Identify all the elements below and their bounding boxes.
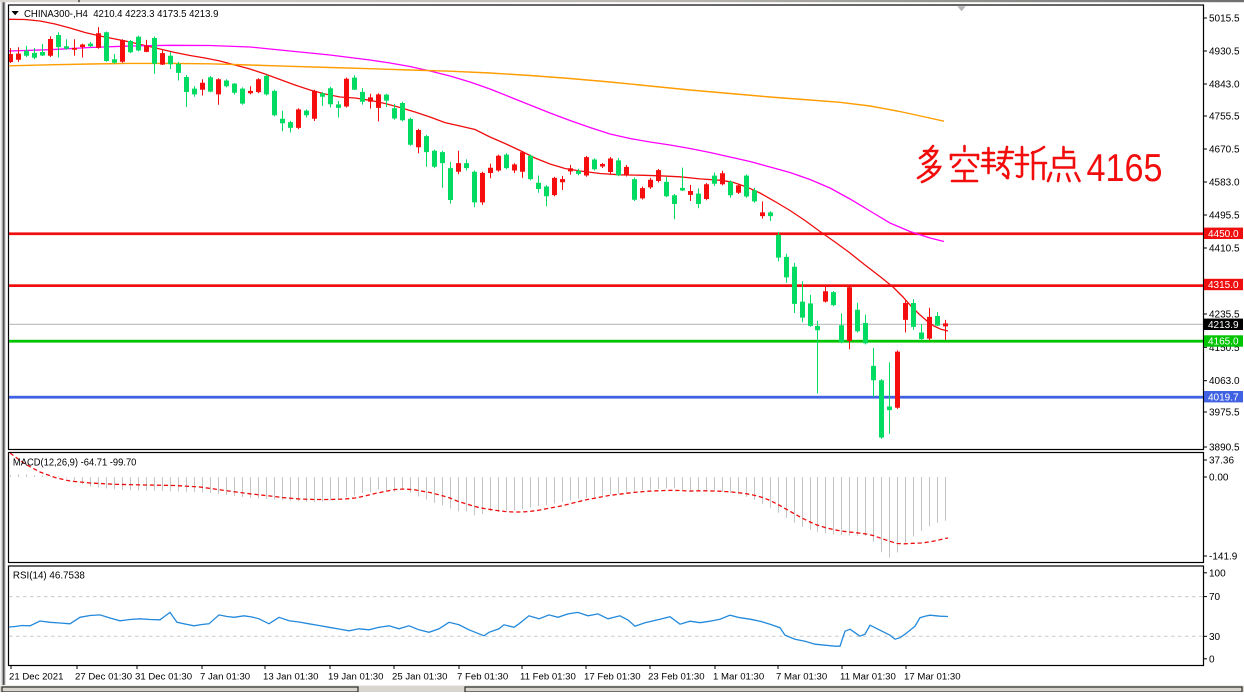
svg-text:4165: 4165 [1087, 147, 1163, 190]
svg-text:30: 30 [1209, 632, 1221, 643]
svg-text:4150.5: 4150.5 [1209, 343, 1240, 354]
svg-text:4450.0: 4450.0 [1208, 229, 1239, 240]
svg-text:4930.5: 4930.5 [1209, 47, 1240, 58]
svg-text:23 Feb 01:30: 23 Feb 01:30 [648, 672, 705, 683]
svg-text:4670.5: 4670.5 [1209, 145, 1240, 156]
svg-text:17 Mar 01:30: 17 Mar 01:30 [904, 672, 961, 683]
svg-text:4583.0: 4583.0 [1209, 178, 1240, 189]
svg-text:31 Dec 01:30: 31 Dec 01:30 [135, 672, 192, 683]
svg-text:-141.9: -141.9 [1209, 552, 1238, 563]
svg-text:100: 100 [1209, 568, 1226, 579]
svg-text:37.36: 37.36 [1209, 456, 1234, 467]
svg-text:3975.5: 3975.5 [1209, 408, 1240, 419]
svg-text:3890.5: 3890.5 [1209, 443, 1240, 454]
svg-text:5015.5: 5015.5 [1209, 14, 1240, 25]
svg-text:21 Dec 2021: 21 Dec 2021 [9, 672, 63, 683]
svg-text:0.00: 0.00 [1209, 473, 1229, 484]
svg-text:70: 70 [1209, 592, 1221, 603]
svg-text:1 Mar 01:30: 1 Mar 01:30 [713, 672, 764, 683]
svg-text:11 Mar 01:30: 11 Mar 01:30 [840, 672, 896, 683]
svg-text:MACD(12,26,9) -64.71 -99.70: MACD(12,26,9) -64.71 -99.70 [13, 458, 137, 469]
svg-text:7 Feb 01:30: 7 Feb 01:30 [457, 672, 508, 683]
svg-text:11 Feb 01:30: 11 Feb 01:30 [520, 672, 576, 683]
svg-text:0: 0 [1209, 654, 1215, 665]
svg-text:4063.0: 4063.0 [1209, 376, 1240, 387]
svg-text:25 Jan 01:30: 25 Jan 01:30 [392, 672, 447, 683]
svg-text:4495.5: 4495.5 [1209, 211, 1240, 222]
svg-text:7 Mar 01:30: 7 Mar 01:30 [776, 672, 827, 683]
svg-text:4410.5: 4410.5 [1209, 244, 1240, 255]
svg-text:4213.9: 4213.9 [1208, 320, 1239, 331]
svg-text:7 Jan 01:30: 7 Jan 01:30 [200, 672, 250, 683]
svg-text:4755.5: 4755.5 [1209, 112, 1240, 123]
svg-text:4019.7: 4019.7 [1208, 392, 1239, 403]
svg-text:19 Jan 01:30: 19 Jan 01:30 [328, 672, 383, 683]
svg-text:4315.0: 4315.0 [1208, 280, 1239, 291]
svg-text:27 Dec 01:30: 27 Dec 01:30 [75, 672, 132, 683]
svg-text:4843.0: 4843.0 [1209, 80, 1240, 91]
svg-text:4165.0: 4165.0 [1208, 337, 1239, 348]
svg-text:CHINA300-,H4 4210.4 4223.3 41: CHINA300-,H4 4210.4 4223.3 4173.5 4213.9 [24, 9, 219, 20]
svg-text:17 Feb 01:30: 17 Feb 01:30 [584, 672, 641, 683]
svg-text:RSI(14) 46.7538: RSI(14) 46.7538 [13, 571, 85, 582]
svg-text:4235.5: 4235.5 [1209, 310, 1240, 321]
svg-text:13 Jan 01:30: 13 Jan 01:30 [263, 672, 318, 683]
